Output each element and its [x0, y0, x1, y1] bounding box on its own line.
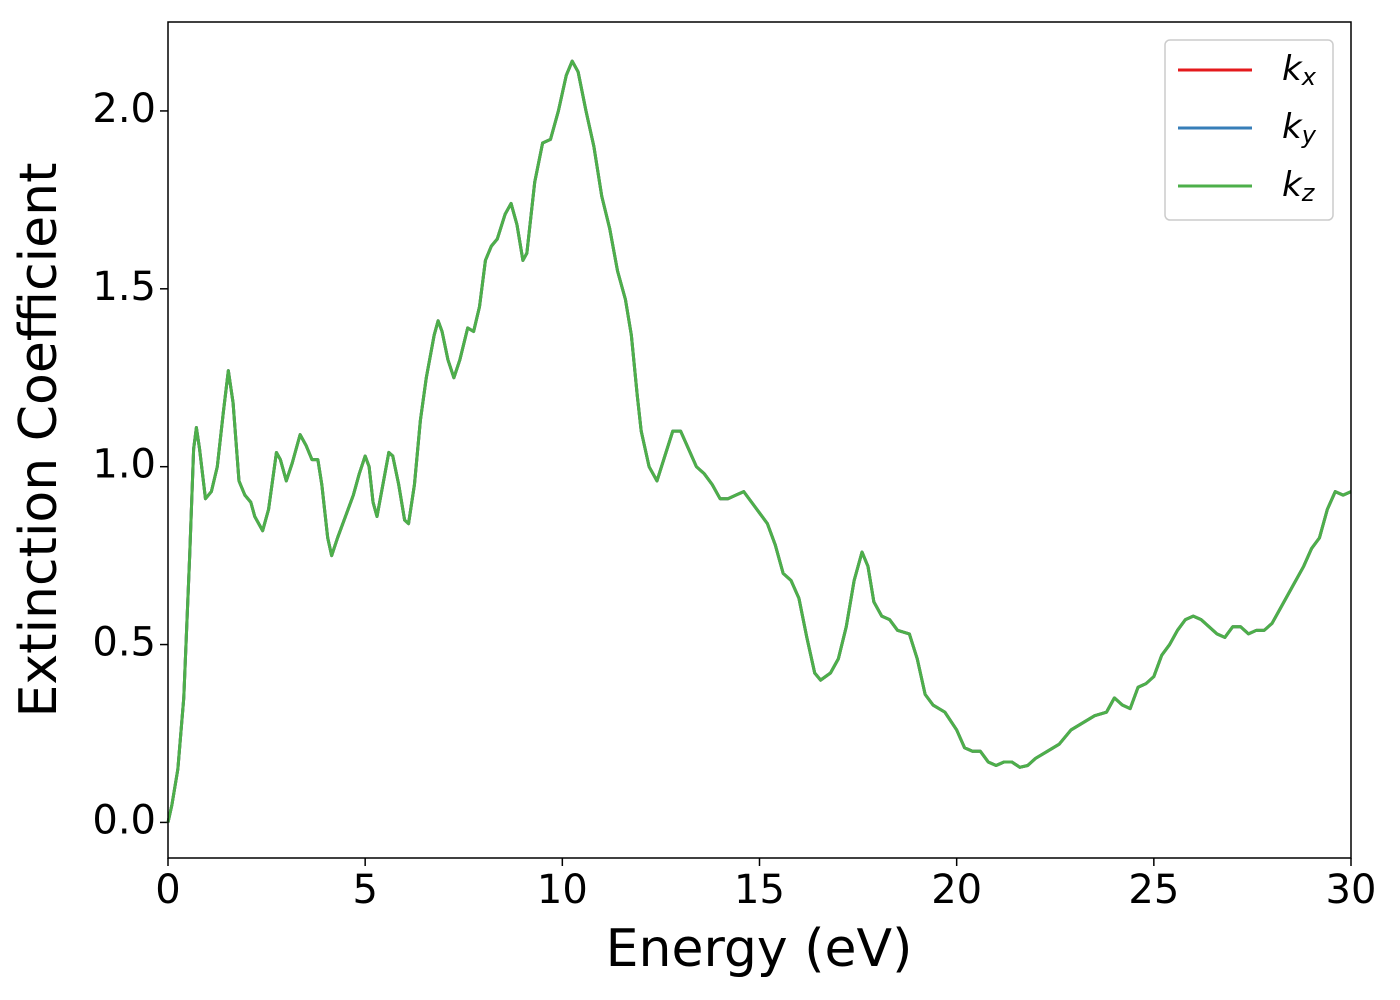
y-tick-label: 0.0: [92, 797, 156, 843]
series-line: [166, 59, 1352, 823]
y-tick-label: 1.0: [92, 442, 156, 488]
x-axis-label: Energy (eV): [606, 919, 913, 979]
x-tick-label: 30: [1326, 867, 1377, 913]
x-tick-label: 20: [931, 867, 982, 913]
y-tick-label: 2.0: [92, 86, 156, 132]
x-tick-label: 5: [352, 867, 377, 913]
legend-label: kz: [1282, 165, 1316, 208]
legend-label: kx: [1282, 49, 1317, 92]
x-tick-label: 15: [734, 867, 785, 913]
plot-frame: [167, 21, 1352, 859]
y-tick-label: 1.5: [92, 264, 156, 310]
y-axis-label: Extinction Coefficient: [9, 163, 69, 718]
legend-label: ky: [1282, 107, 1317, 150]
x-tick-label: 10: [537, 867, 588, 913]
legend-box: [1164, 39, 1334, 221]
y-tick-label: 0.5: [92, 620, 156, 666]
x-tick-label: 25: [1128, 867, 1179, 913]
x-tick-label: 0: [155, 867, 180, 913]
